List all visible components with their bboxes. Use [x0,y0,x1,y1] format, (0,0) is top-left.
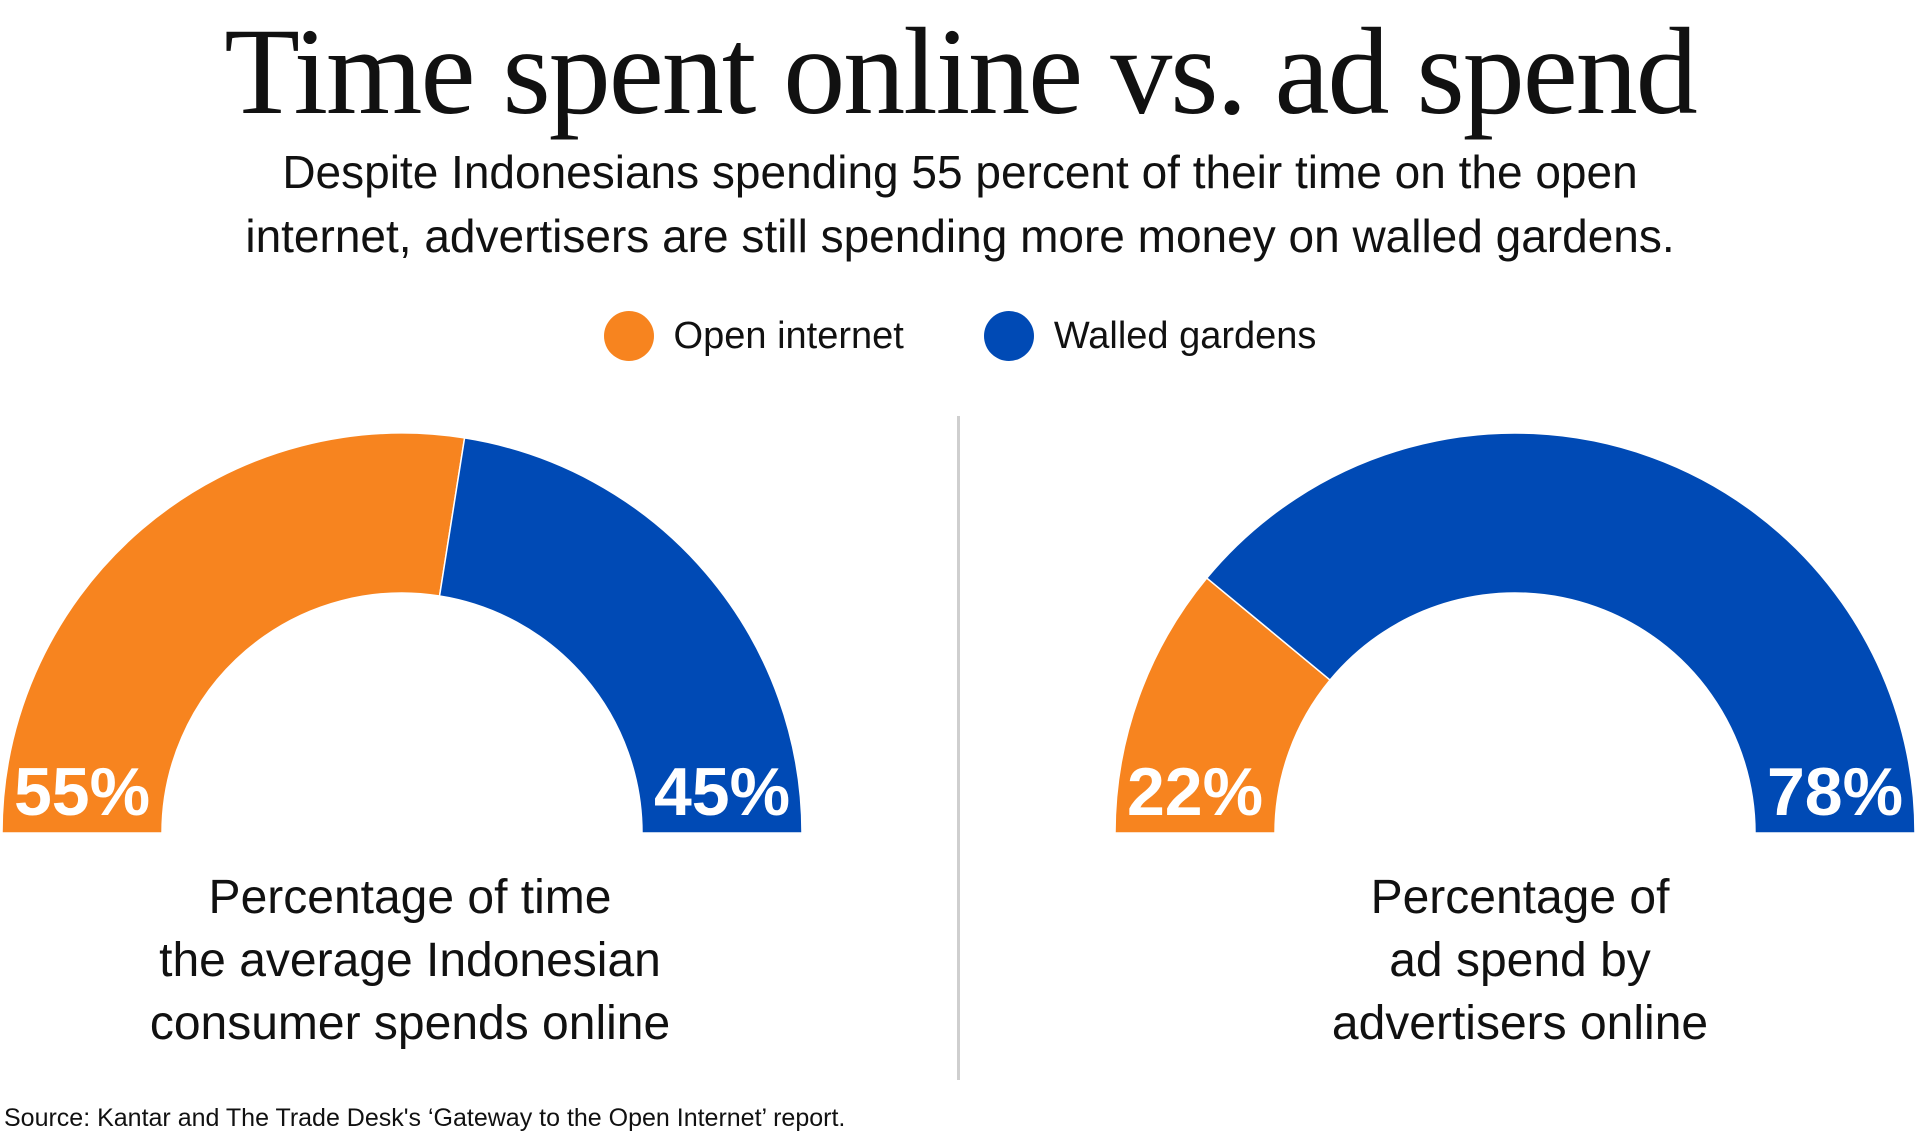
chart-1-slice-walled-gardens [438,437,803,834]
chart-2-value-label-1: 22% [1127,754,1263,830]
chart-1-slice-open-internet [1,432,466,834]
chart-1-value-label-2: 45% [654,754,790,830]
chart-1-caption-line-3: consumer spends online [149,997,671,1050]
chart-divider [957,416,960,1080]
chart-2-caption: Percentage of ad spend by advertisers on… [1170,866,1870,1055]
legend-swatch-open-internet [603,311,654,361]
legend-item-walled-gardens: Walled gardens [983,311,1317,361]
chart-2-slice-walled-gardens [1205,432,1916,834]
chart-1-value-label-1: 55% [14,754,150,830]
subtitle-line-2: internet, advertisers are still spending… [245,210,1675,262]
chart-title: Time spent online vs. ad spend [224,3,1698,140]
chart-1-caption: Percentage of time the average Indonesia… [60,866,760,1055]
chart-2-caption-line-2: ad spend by [1389,934,1651,987]
chart-2-caption-line-1: Percentage of [1370,871,1670,924]
chart-subtitle: Despite Indonesians spending 55 percent … [110,140,1810,268]
chart-1-caption-line-2: the average Indonesian [159,934,661,987]
source-note: Source: Kantar and The Trade Desk's ‘Gat… [4,1104,846,1132]
subtitle-line-1: Despite Indonesians spending 55 percent … [282,146,1638,198]
legend-item-open-internet: Open internet [603,311,904,361]
chart-1-caption-line-1: Percentage of time [208,871,612,924]
legend-swatch-walled-gardens [983,311,1034,361]
legend-label-open-internet: Open internet [673,314,904,357]
legend: Open internet Walled gardens [0,308,1920,364]
chart-2-caption-line-3: advertisers online [1331,997,1709,1050]
chart-2-value-label-2: 78% [1767,754,1903,830]
legend-label-walled-gardens: Walled gardens [1053,314,1317,357]
